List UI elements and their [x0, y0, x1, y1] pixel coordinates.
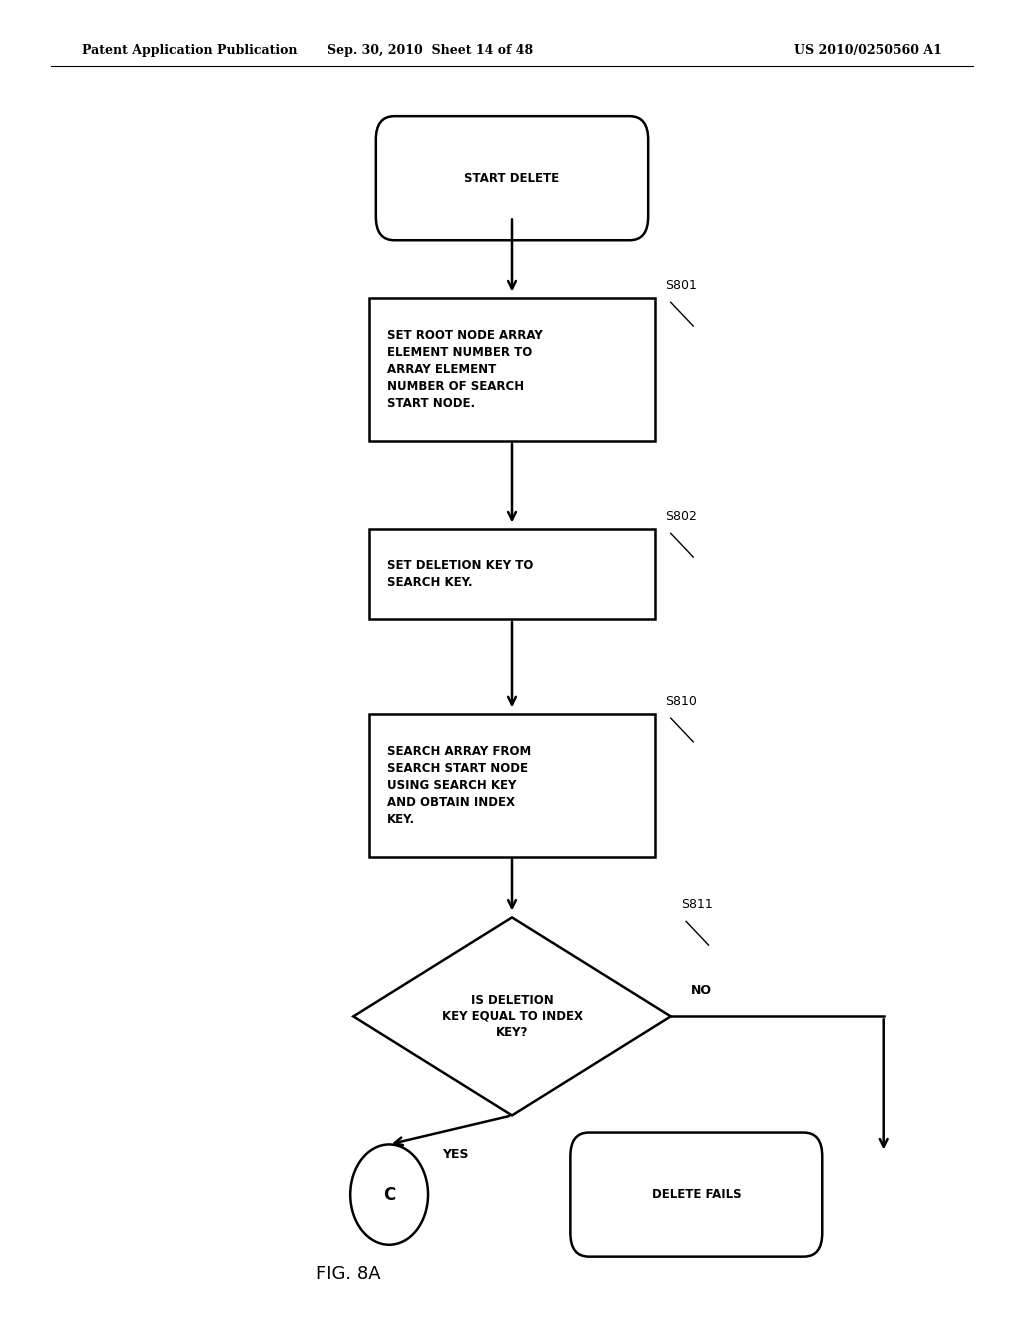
Text: YES: YES: [442, 1148, 469, 1162]
Text: Patent Application Publication: Patent Application Publication: [82, 44, 297, 57]
Text: US 2010/0250560 A1: US 2010/0250560 A1: [795, 44, 942, 57]
Text: SET ROOT NODE ARRAY
ELEMENT NUMBER TO
ARRAY ELEMENT
NUMBER OF SEARCH
START NODE.: SET ROOT NODE ARRAY ELEMENT NUMBER TO AR…: [387, 329, 543, 411]
Bar: [369, 298, 655, 441]
Text: SEARCH ARRAY FROM
SEARCH START NODE
USING SEARCH KEY
AND OBTAIN INDEX
KEY.: SEARCH ARRAY FROM SEARCH START NODE USIN…: [387, 744, 531, 826]
FancyBboxPatch shape: [376, 116, 648, 240]
Bar: [369, 529, 655, 619]
Text: NO: NO: [691, 983, 713, 997]
Text: Sep. 30, 2010  Sheet 14 of 48: Sep. 30, 2010 Sheet 14 of 48: [327, 44, 534, 57]
Text: S801: S801: [666, 279, 697, 292]
Text: C: C: [383, 1185, 395, 1204]
Text: DELETE FAILS: DELETE FAILS: [651, 1188, 741, 1201]
Text: S811: S811: [681, 898, 713, 911]
Circle shape: [350, 1144, 428, 1245]
FancyBboxPatch shape: [570, 1133, 822, 1257]
Polygon shape: [353, 917, 671, 1115]
Text: START DELETE: START DELETE: [465, 172, 559, 185]
Text: S810: S810: [666, 694, 697, 708]
Text: S802: S802: [666, 510, 697, 523]
Text: SET DELETION KEY TO
SEARCH KEY.: SET DELETION KEY TO SEARCH KEY.: [387, 560, 534, 589]
Bar: [369, 714, 655, 857]
Text: FIG. 8A: FIG. 8A: [315, 1265, 381, 1283]
Text: IS DELETION
KEY EQUAL TO INDEX
KEY?: IS DELETION KEY EQUAL TO INDEX KEY?: [441, 994, 583, 1039]
